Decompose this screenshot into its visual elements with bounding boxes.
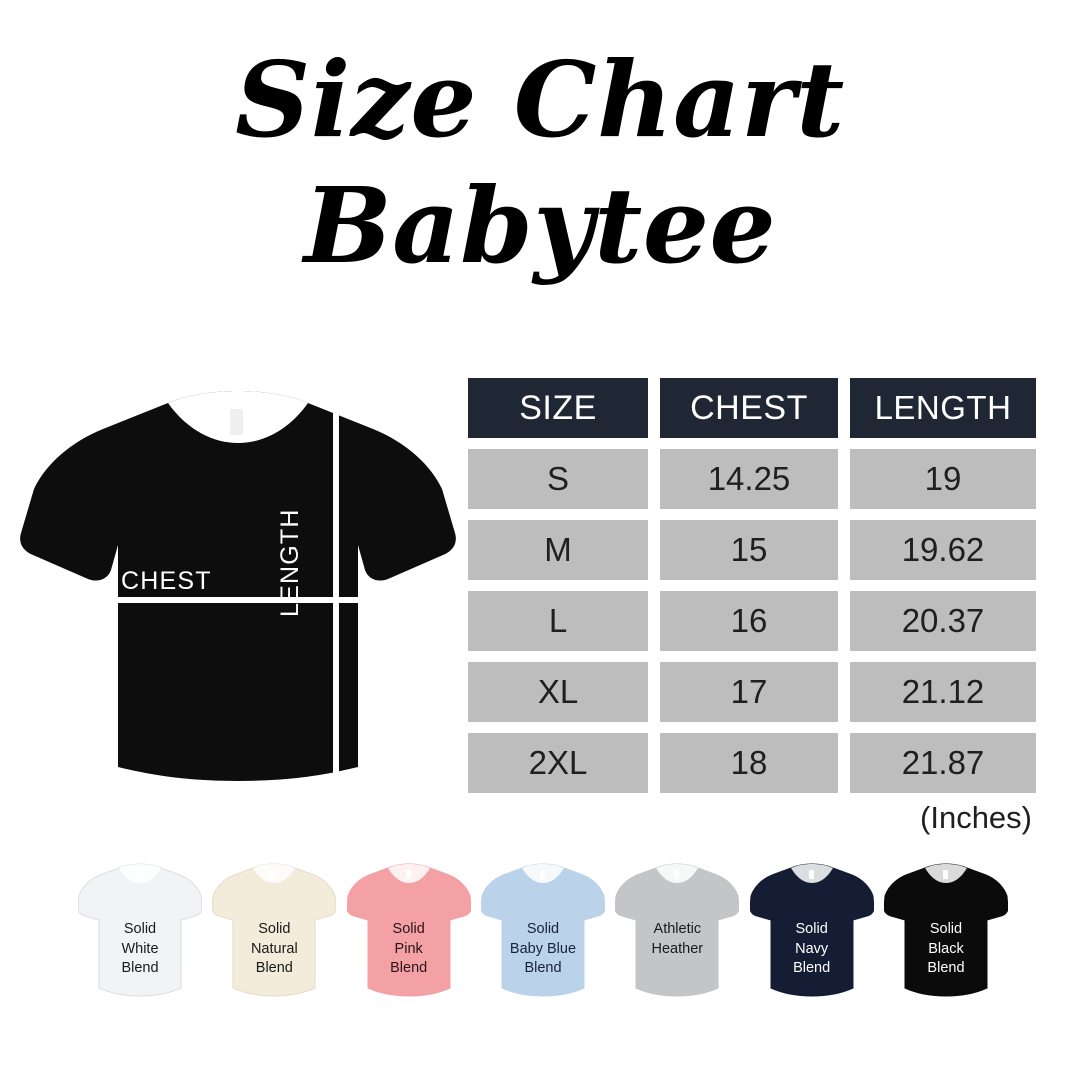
neck-tag-icon [230,409,243,435]
column-header-length: LENGTH [850,378,1036,438]
color-swatch[interactable]: Solid White Blend [78,862,202,1002]
tshirt-swatch-icon [615,863,740,997]
tshirt-swatch-icon [78,863,202,997]
cell-length: 21.12 [850,662,1036,722]
cell-size: L [468,591,648,651]
tshirt-swatch-icon [480,863,605,997]
color-swatch-row: Solid White Blend Solid Natural Blend So… [78,862,1008,1002]
color-swatch[interactable]: Athletic Heather [615,862,740,1002]
cell-chest: 17 [660,662,838,722]
cell-chest: 16 [660,591,838,651]
cell-length: 19.62 [850,520,1036,580]
color-swatch[interactable]: Solid Baby Blue Blend [480,862,605,1002]
column-header-size: SIZE [468,378,648,438]
table-header-row: SIZE CHEST LENGTH [468,378,1036,438]
table-row: L 16 20.37 [468,591,1036,651]
chest-measure-label: CHEST [121,567,212,595]
cell-chest: 18 [660,733,838,793]
units-label: (Inches) [920,800,1032,835]
tshirt-diagram-icon [20,391,456,781]
cell-length: 21.87 [850,733,1036,793]
title-line-2: Babytee [303,164,777,287]
cell-size: S [468,449,648,509]
size-table: SIZE CHEST LENGTH S 14.25 19 M 15 19.62 … [468,378,1036,804]
color-swatch[interactable]: Solid Navy Blend [749,862,874,1002]
tshirt-swatch-icon [346,863,471,997]
color-swatch[interactable]: Solid Natural Blend [212,862,337,1002]
tshirt-swatch-icon [749,863,874,997]
page-title: Size Chart Babytee [0,48,1080,278]
cell-chest: 15 [660,520,838,580]
column-header-chest: CHEST [660,378,838,438]
color-swatch[interactable]: Solid Pink Blend [346,862,471,1002]
table-row: M 15 19.62 [468,520,1036,580]
tshirt-swatch-icon [883,863,1008,997]
cell-chest: 14.25 [660,449,838,509]
table-row: S 14.25 19 [468,449,1036,509]
cell-size: M [468,520,648,580]
cell-length: 19 [850,449,1036,509]
cell-size: 2XL [468,733,648,793]
length-measure-label: LENGTH [276,508,304,617]
cell-length: 20.37 [850,591,1036,651]
measurement-diagram: CHEST LENGTH [18,385,458,805]
tshirt-swatch-icon [212,863,337,997]
title-line-1: Size Chart [235,38,845,161]
table-row: XL 17 21.12 [468,662,1036,722]
table-row: 2XL 18 21.87 [468,733,1036,793]
color-swatch[interactable]: Solid Black Blend [883,862,1008,1002]
shirt-body-shape [20,391,456,781]
cell-size: XL [468,662,648,722]
